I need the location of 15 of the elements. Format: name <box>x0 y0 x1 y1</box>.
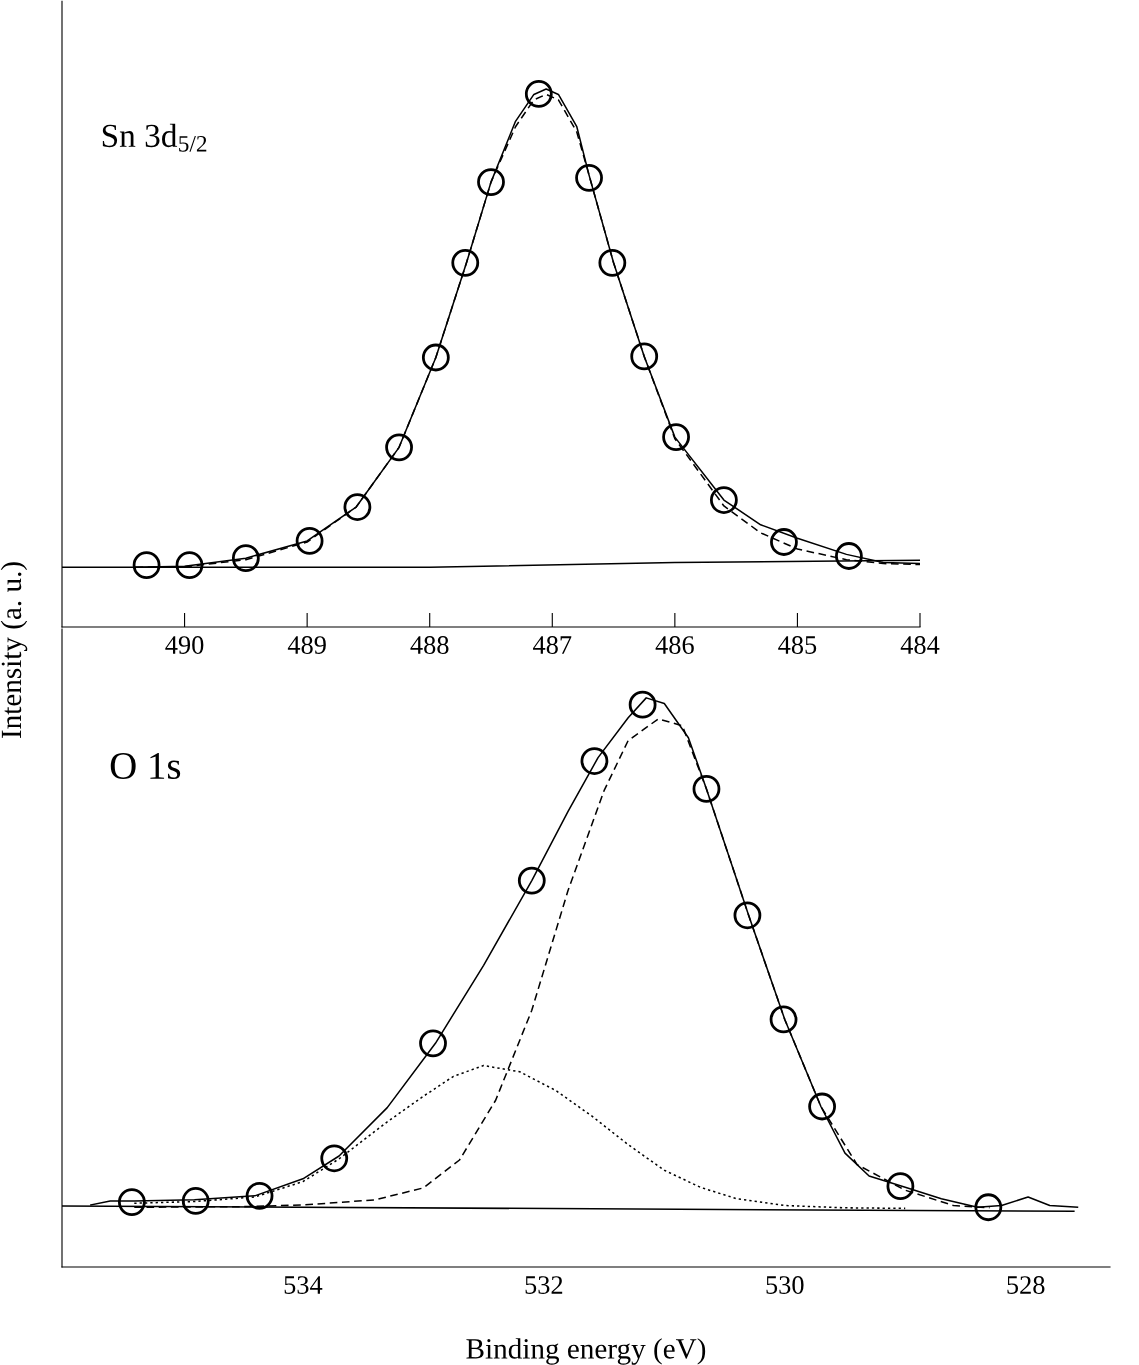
x-tick-label: 487 <box>533 636 572 654</box>
x-tick-label: 528 <box>1007 1276 1045 1294</box>
x-tick-label: 490 <box>165 636 204 654</box>
x-axis-title: Binding energy (eV) <box>466 1338 706 1365</box>
annotation: Sn 3d$_{5/2}$ <box>102 123 207 152</box>
x-tick-label: 530 <box>766 1276 804 1294</box>
annotation: O 1s <box>110 752 181 780</box>
x-tick-label: 534 <box>284 1276 323 1294</box>
x-tick-label: 485 <box>778 636 817 654</box>
x-tick-label: 486 <box>655 636 694 654</box>
x-tick-label: 484 <box>900 636 940 654</box>
x-tick-label: 489 <box>287 636 326 654</box>
x-tick-label: 532 <box>525 1276 563 1294</box>
x-tick-label: 488 <box>410 636 449 654</box>
y-axis-title: Intensity (a. u.) <box>0 562 28 739</box>
